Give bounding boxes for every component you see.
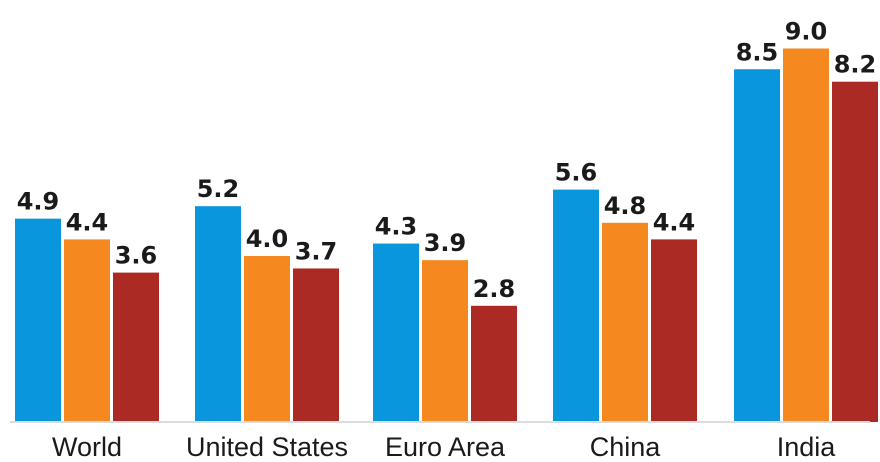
bar-china-2 (602, 222, 648, 422)
value-label: 5.6 (555, 159, 598, 187)
value-label: 9.0 (785, 18, 828, 46)
value-label: 4.3 (375, 213, 418, 241)
bar-china-1 (553, 189, 599, 422)
bar-united-states-3 (293, 268, 339, 422)
bar-china-3 (651, 239, 697, 422)
category-label-india: India (777, 432, 837, 462)
bar-india-3 (832, 81, 878, 422)
bar-united-states-1 (195, 206, 241, 422)
value-label: 3.7 (295, 237, 338, 265)
value-label: 3.6 (115, 242, 158, 270)
value-label: 8.2 (834, 51, 877, 79)
value-label: 4.0 (246, 225, 289, 253)
bar-world-2 (64, 239, 110, 422)
bar-euro-area-2 (422, 260, 468, 422)
value-label: 8.5 (736, 38, 779, 66)
value-label: 4.9 (17, 188, 60, 216)
value-label: 3.9 (424, 229, 467, 257)
bar-world-1 (15, 218, 61, 422)
bar-world-3 (113, 272, 159, 422)
value-label: 4.4 (66, 208, 109, 236)
value-labels-layer: 4.94.43.65.24.0 3.74.33.92.85.64.84.48.59… (17, 18, 877, 303)
bar-india-2 (783, 48, 829, 422)
value-label: 5.2 (197, 175, 240, 203)
category-labels-layer: World United States Euro Area China India (52, 432, 836, 462)
bar-euro-area-1 (373, 243, 419, 422)
value-label: 4.4 (653, 208, 696, 236)
value-label: 2.8 (473, 275, 516, 303)
bar-euro-area-3 (471, 305, 517, 422)
bars-layer (15, 48, 878, 422)
category-label-united-states: United States (186, 432, 348, 462)
category-label-china: China (590, 432, 662, 462)
bar-india-1 (734, 69, 780, 422)
value-label: 4.8 (604, 192, 647, 220)
category-label-euro-area: Euro Area (385, 432, 506, 462)
bar-united-states-2 (244, 256, 290, 422)
category-label-world: World (52, 432, 122, 462)
